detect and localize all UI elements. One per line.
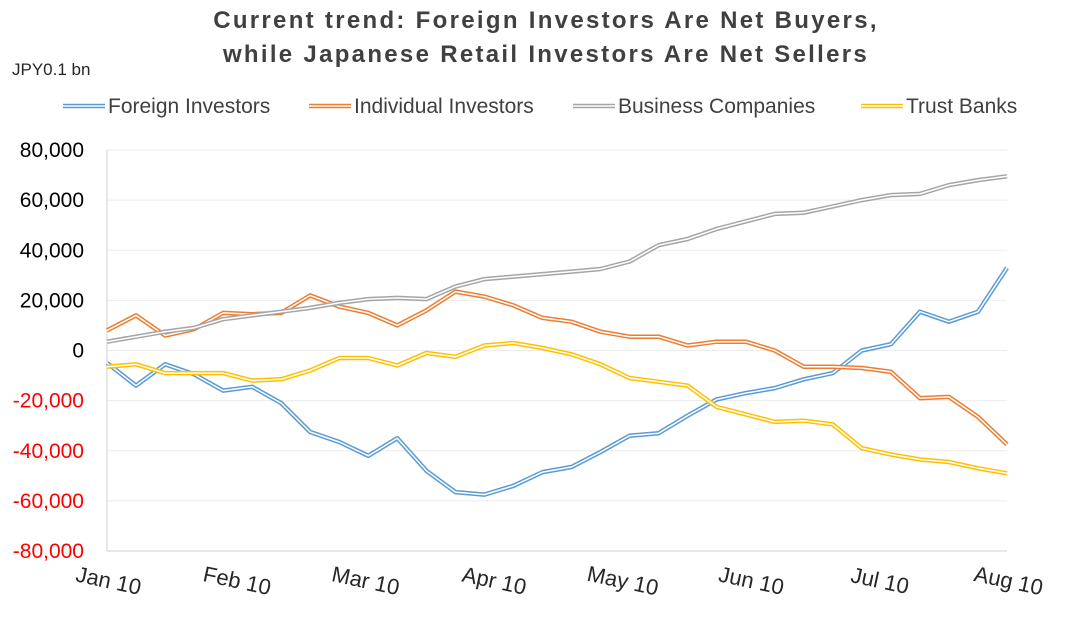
- x-tick-label: Jan 10: [74, 562, 144, 600]
- legend-item-trust-banks: Trust Banks: [861, 95, 1017, 118]
- x-tick-label: Feb 10: [201, 561, 273, 600]
- chart-title-line-2: while Japanese Retail Investors Are Net …: [222, 41, 869, 68]
- y-tick-label: -40,000: [13, 440, 84, 463]
- x-axis: Jan 10 Feb 10 Mar 10 Apr 10 May 10 Jun 10 Jul …: [74, 561, 1046, 600]
- legend-label: Foreign Investors: [108, 95, 270, 118]
- y-tick-label: -60,000: [13, 490, 84, 513]
- series-line-core-foreign-investors: [106, 267, 1008, 496]
- unit-label: JPY0.1 bn: [12, 60, 90, 79]
- y-tick-label: 60,000: [20, 189, 84, 212]
- x-tick-label: Mar 10: [330, 561, 402, 600]
- legend-item-individual-investors: Individual Investors: [309, 95, 534, 118]
- x-tick-label: Jun 10: [717, 562, 787, 600]
- legend-item-foreign-investors: Foreign Investors: [63, 95, 270, 118]
- series-line-core-business-companies: [106, 175, 1008, 343]
- series-line-core-trust-banks: [106, 342, 1008, 475]
- series-lines: [105, 174, 1009, 497]
- legend-label: Business Companies: [618, 95, 815, 118]
- y-tick-label: 20,000: [20, 289, 84, 312]
- y-tick-label: -80,000: [13, 540, 84, 563]
- x-tick-label: Aug 10: [972, 561, 1045, 600]
- y-tick-label: 0: [72, 340, 84, 363]
- legend: Foreign Investors Individual Investors Bus…: [63, 95, 1017, 118]
- series-line-trust-banks: [106, 340, 1008, 476]
- y-tick-label: 40,000: [20, 239, 84, 262]
- legend-item-business-companies: Business Companies: [573, 95, 815, 118]
- series-foreign-investors: [105, 266, 1009, 497]
- x-tick-label: Jul 10: [849, 562, 912, 599]
- series-trust-banks: [106, 340, 1008, 476]
- y-tick-label: -20,000: [13, 390, 84, 413]
- y-axis: 80,000 60,000 40,000 20,000 0 -20,000 -40,000 -…: [13, 139, 1007, 563]
- series-line-foreign-investors: [105, 266, 1009, 497]
- legend-label: Trust Banks: [906, 95, 1017, 118]
- y-tick-label: 80,000: [20, 139, 84, 162]
- legend-label: Individual Investors: [354, 95, 534, 118]
- x-tick-label: Apr 10: [460, 562, 529, 600]
- x-tick-label: May 10: [585, 561, 661, 600]
- chart-title-line-1: Current trend: Foreign Investors Are Net…: [213, 7, 879, 34]
- series-business-companies: [106, 174, 1008, 344]
